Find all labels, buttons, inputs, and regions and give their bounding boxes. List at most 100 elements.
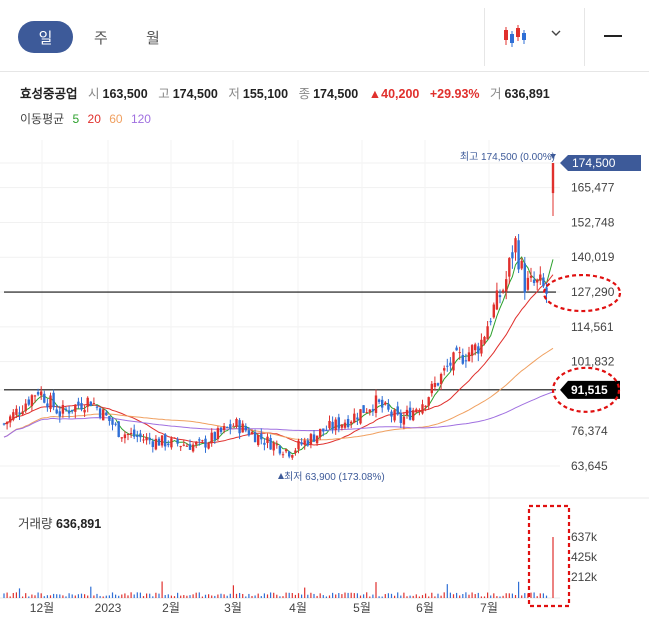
candle-body xyxy=(15,408,18,415)
volume-bar xyxy=(204,594,207,598)
candlestick-chart-type-icon[interactable] xyxy=(503,25,529,47)
volume-bar xyxy=(3,593,5,598)
candle-body xyxy=(263,442,266,445)
tab-week[interactable]: 주 xyxy=(94,30,108,47)
volume-y-tick-label: 637k xyxy=(571,530,598,544)
volume-bar xyxy=(77,594,79,598)
candle-body xyxy=(483,336,486,344)
low-label: 저 xyxy=(228,87,240,101)
volume-bar xyxy=(310,592,312,598)
volume-bar xyxy=(294,594,296,598)
candle-body xyxy=(458,352,461,354)
stock-name: 효성중공업 xyxy=(20,87,78,101)
volume-bar xyxy=(406,596,408,598)
volume-bar xyxy=(136,592,138,598)
candle-body xyxy=(381,399,384,408)
volume-bar xyxy=(149,593,151,598)
y-tick-label: 140,019 xyxy=(571,250,615,264)
low-value: 155,100 xyxy=(242,87,289,101)
volume-y-tick-label: 425k xyxy=(571,550,598,564)
volume-bar xyxy=(115,594,117,598)
candle-body xyxy=(495,290,499,310)
volume-bar xyxy=(40,593,42,598)
close-label: 종 xyxy=(298,87,311,101)
volume-bar xyxy=(84,594,86,598)
candle-body xyxy=(55,409,58,414)
volume-bar xyxy=(62,595,64,598)
candle-body xyxy=(30,395,34,407)
volume-bar xyxy=(313,593,315,598)
candle-body xyxy=(278,446,282,454)
volume-bar xyxy=(552,537,554,598)
candle-body xyxy=(505,279,508,292)
candle-body xyxy=(393,410,396,421)
candle-body xyxy=(520,260,523,269)
volume-bar xyxy=(511,593,513,598)
volume-bar xyxy=(270,592,272,598)
candle-body xyxy=(226,426,229,428)
candle-body xyxy=(384,402,387,405)
close-value: 174,500 xyxy=(313,87,359,101)
candle-body xyxy=(102,409,105,421)
candle-body xyxy=(92,403,96,405)
candle-body xyxy=(154,438,158,450)
volume-bar xyxy=(239,592,241,598)
low-note: 최저 63,900 (173.08%) xyxy=(284,471,385,483)
volume-bar xyxy=(93,595,95,598)
candle-body xyxy=(368,409,371,413)
volume-bar xyxy=(431,592,433,598)
candle-body xyxy=(430,383,433,394)
candle-body xyxy=(501,290,505,292)
volume-bar xyxy=(46,595,48,598)
candle-body xyxy=(446,365,449,367)
candle-body xyxy=(449,362,452,366)
volume-bar xyxy=(319,593,321,598)
open-label: 시 xyxy=(88,87,100,101)
volume-bar xyxy=(124,593,126,598)
candle-body xyxy=(312,434,316,442)
candle-body xyxy=(281,454,285,456)
volume-bar xyxy=(232,585,234,598)
volume-bar xyxy=(34,595,36,598)
candle-body xyxy=(489,321,492,323)
volume-panel-label: 거래량 xyxy=(18,517,53,531)
highlight-rect xyxy=(527,504,571,608)
candle-body xyxy=(340,424,344,428)
volume-bar xyxy=(536,596,538,598)
volume-bar xyxy=(514,595,517,598)
volume-bar xyxy=(508,593,510,598)
volume-bar xyxy=(397,592,399,598)
candle-body xyxy=(418,410,421,413)
highlight-ellipse xyxy=(542,273,622,313)
volume-bar xyxy=(474,594,476,598)
volume-bar xyxy=(325,596,327,598)
volume-bar xyxy=(12,592,14,598)
volume-bar xyxy=(201,596,203,598)
candle-body xyxy=(514,238,517,253)
tab-day[interactable]: 일 xyxy=(18,21,73,53)
volume-bar xyxy=(263,593,265,598)
volume-bar xyxy=(245,596,247,598)
volume-bar xyxy=(68,593,70,598)
volume-bar xyxy=(6,592,8,598)
ma-5: 5 xyxy=(72,112,80,126)
tab-month[interactable]: 월 xyxy=(146,30,160,47)
menu-icon[interactable] xyxy=(604,35,622,37)
candle-body xyxy=(49,395,52,409)
volume-bar xyxy=(133,594,135,598)
x-tick-label: 12월 xyxy=(30,601,54,615)
candle-body xyxy=(24,403,27,412)
candle-body xyxy=(523,263,526,293)
chevron-down-icon[interactable] xyxy=(550,28,562,38)
candle-body xyxy=(142,439,145,441)
ma-20: 20 xyxy=(87,112,101,126)
candle-body xyxy=(387,404,390,410)
candle-body xyxy=(176,439,179,444)
x-tick-label: 6월 xyxy=(416,601,434,615)
candle-body xyxy=(46,403,49,408)
volume-bar xyxy=(266,594,269,598)
candle-body xyxy=(167,443,170,446)
candle-body xyxy=(5,421,9,425)
volume-bar xyxy=(279,596,281,598)
